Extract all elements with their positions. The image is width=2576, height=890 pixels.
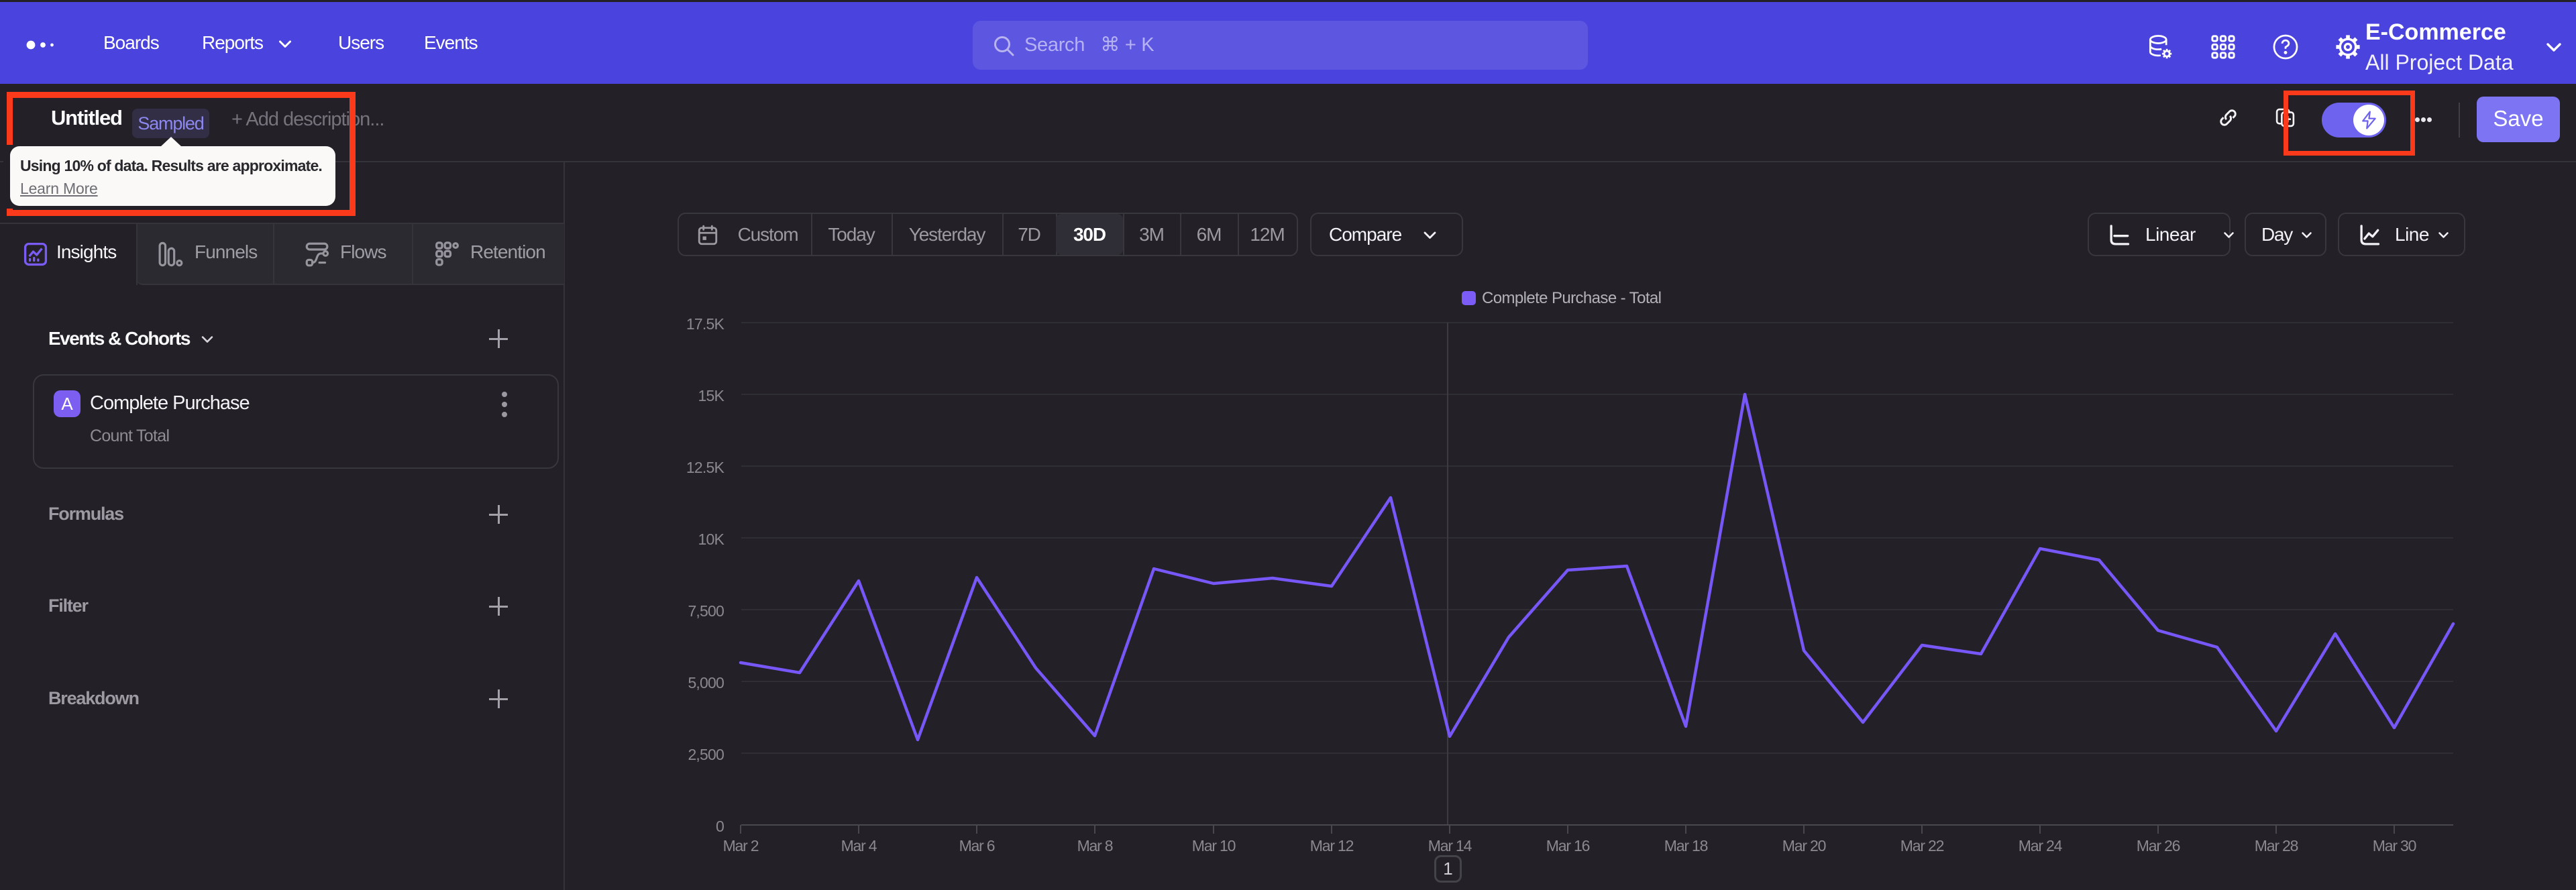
svg-text:Mar 28: Mar 28: [2255, 837, 2298, 854]
svg-text:7,500: 7,500: [688, 602, 724, 620]
svg-text:Mar 12: Mar 12: [1310, 837, 1354, 854]
svg-text:Mar 30: Mar 30: [2373, 837, 2416, 854]
svg-text:Mar 14: Mar 14: [1428, 837, 1472, 854]
svg-text:Mar 18: Mar 18: [1664, 837, 1708, 854]
svg-text:5,000: 5,000: [688, 674, 724, 691]
svg-text:10K: 10K: [698, 531, 724, 548]
svg-text:Mar 22: Mar 22: [1900, 837, 1944, 854]
svg-text:15K: 15K: [698, 387, 724, 404]
svg-text:Mar 6: Mar 6: [959, 837, 995, 854]
svg-text:Mar 8: Mar 8: [1077, 837, 1113, 854]
svg-text:Mar 24: Mar 24: [2019, 837, 2063, 854]
svg-text:Mar 20: Mar 20: [1782, 837, 1826, 854]
svg-text:Mar 16: Mar 16: [1546, 837, 1590, 854]
svg-text:Mar 2: Mar 2: [723, 837, 759, 854]
svg-text:Mar 26: Mar 26: [2137, 837, 2180, 854]
svg-text:12.5K: 12.5K: [686, 459, 725, 476]
svg-text:2,500: 2,500: [688, 746, 724, 763]
svg-text:Mar 10: Mar 10: [1192, 837, 1236, 854]
svg-text:Mar 4: Mar 4: [841, 837, 877, 854]
svg-text:0: 0: [716, 818, 724, 835]
svg-text:17.5K: 17.5K: [686, 315, 725, 333]
